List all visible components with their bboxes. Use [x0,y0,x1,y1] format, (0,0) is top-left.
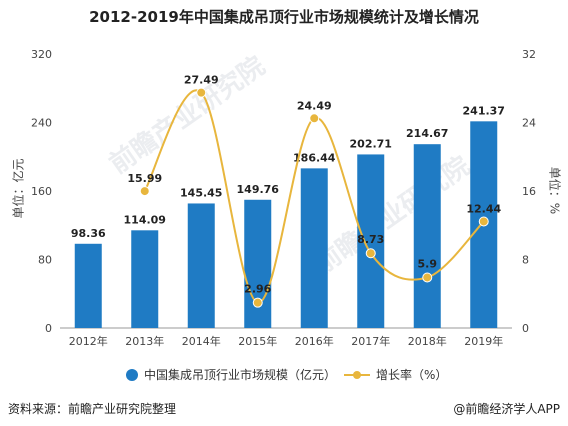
y-tick-label-right: 0 [522,322,529,335]
x-tick-label: 2014年 [182,334,221,348]
x-tick-label: 2016年 [295,334,334,348]
brand: @前瞻经济学人APP [453,400,560,417]
bar-value-label: 149.76 [237,183,280,196]
y-tick-label-left: 320 [31,48,52,61]
line-point [309,113,320,124]
line-value-label: 15.99 [127,172,162,185]
legend-item-growth-rate: 增长率（%） [344,366,447,383]
y-tick-label-left: 0 [45,322,52,335]
bar-value-label: 202.71 [350,137,392,150]
legend-bar-swatch [126,368,138,381]
bar [244,199,272,328]
line-value-label: 5.9 [418,257,438,270]
y-tick-label-left: 240 [31,117,52,130]
source-note: 资料来源：前瞻产业研究院整理 [8,402,177,416]
bar [357,154,385,328]
footer: 资料来源：前瞻产业研究院整理 @前瞻经济学人APP [0,400,568,420]
legend-label-growth-rate: 增长率（%） [376,368,448,382]
line-value-label: 27.49 [184,74,219,87]
x-tick-label: 2015年 [238,334,277,348]
x-tick-label: 2018年 [408,334,447,348]
chart-title: 2012-2019年中国集成吊顶行业市场规模统计及增长情况 [89,8,479,26]
bar-value-label: 145.45 [180,186,222,199]
y-tick-label-left: 160 [31,185,52,198]
bar [131,230,159,328]
bar-value-label: 98.36 [71,227,106,240]
bar [413,144,441,328]
legend-line-swatch [344,369,370,381]
y-tick-label-right: 32 [522,48,536,61]
bar [300,168,328,328]
legend-item-market-size: 中国集成吊顶行业市场规模（亿元） [126,366,336,383]
bar-value-label: 214.67 [406,127,448,140]
bar-value-label: 241.37 [463,104,505,117]
x-tick-label: 2013年 [125,334,164,348]
line-point [365,248,376,259]
bar [74,243,102,328]
line-point [196,87,207,98]
line-value-label: 8.73 [357,233,384,246]
legend-label-market-size: 中国集成吊顶行业市场规模（亿元） [144,368,337,382]
y-tick-label-right: 24 [522,117,536,130]
x-tick-label: 2017年 [351,334,390,348]
line-point [139,186,150,197]
line-point [422,272,433,283]
line-value-label: 24.49 [297,99,332,112]
x-tick-label: 2012年 [69,334,108,348]
line-value-label: 2.96 [244,283,271,296]
line-point [252,297,263,308]
line-point [478,216,489,227]
x-tick-label: 2019年 [464,334,503,348]
bar-value-label: 186.44 [293,151,336,164]
y-tick-label-left: 80 [38,254,52,267]
legend: 中国集成吊顶行业市场规模（亿元） 增长率（%） [0,366,568,386]
bar [187,203,215,328]
bar-value-label: 114.09 [124,213,166,226]
brand-text: @前瞻经济学人APP [453,402,560,416]
y-tick-label-right: 16 [522,185,536,198]
y-tick-label-right: 8 [522,254,529,267]
line-value-label: 12.44 [466,202,501,215]
